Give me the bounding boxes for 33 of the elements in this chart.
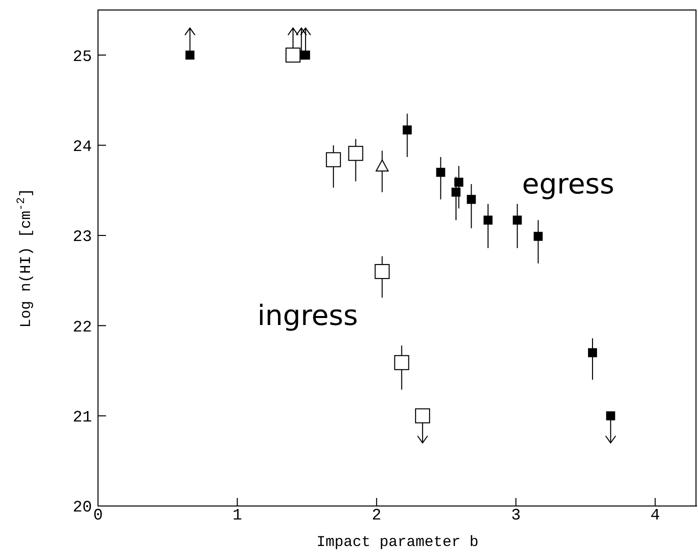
point [394, 355, 410, 370]
y-tick-label: 25 [72, 48, 92, 66]
y-tick-label: 23 [72, 228, 92, 246]
annotation: egress [522, 168, 614, 201]
y-tick-label: 21 [72, 408, 92, 426]
point [466, 194, 476, 204]
point [402, 125, 412, 134]
point [452, 188, 461, 197]
point [286, 48, 301, 63]
point [436, 168, 446, 177]
point [484, 216, 493, 225]
x-axis-title: Impact parameter b [316, 534, 479, 551]
point [415, 408, 430, 424]
point [588, 348, 598, 358]
x-tick-label: 3 [511, 506, 521, 524]
annotation: ingress [257, 299, 358, 332]
y-tick-label: 20 [72, 498, 92, 517]
y-tick-label: 24 [72, 138, 92, 156]
x-tick-label: 4 [650, 506, 660, 524]
x-tick-label: 1 [232, 506, 242, 524]
y-tick-label: 22 [72, 318, 92, 336]
point [326, 152, 341, 168]
point [512, 216, 522, 225]
point [376, 160, 389, 172]
point [454, 178, 464, 187]
point [185, 50, 194, 60]
point [374, 264, 390, 280]
point [301, 50, 310, 60]
x-tick-label: 2 [372, 506, 382, 524]
point [534, 232, 543, 241]
x-tick-label: 0 [93, 506, 103, 524]
point [606, 411, 616, 420]
point [348, 146, 364, 161]
